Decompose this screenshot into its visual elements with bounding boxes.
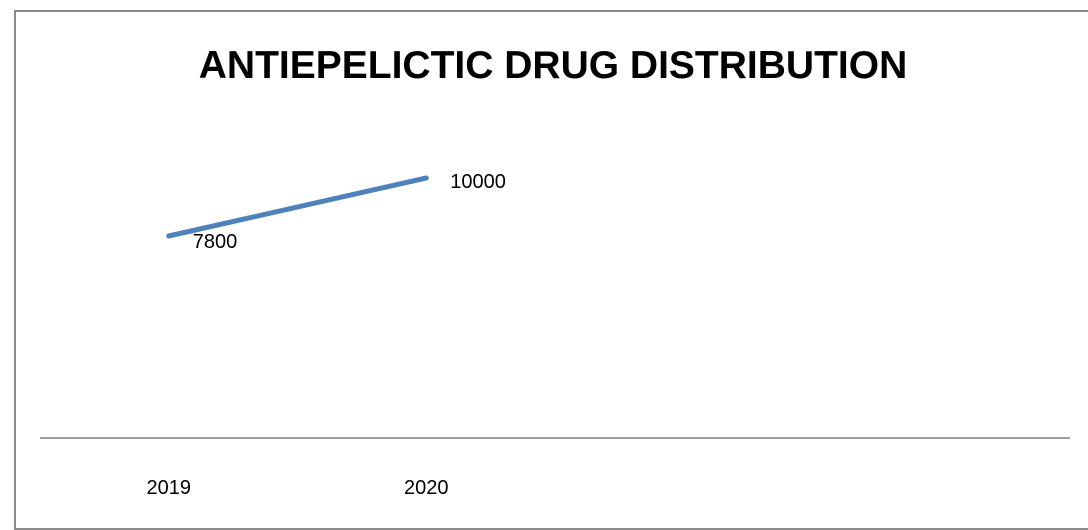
data-labels-group: 7800 10000 bbox=[193, 171, 506, 253]
chart-canvas: ANTIEPELICTIC DRUG DISTRIBUTION 7800 1000… bbox=[40, 44, 1070, 499]
chart-frame bbox=[14, 10, 1088, 530]
x-tick-label: 2019 bbox=[147, 477, 192, 499]
chart-title: ANTIEPELICTIC DRUG DISTRIBUTION bbox=[199, 44, 908, 87]
data-label: 7800 bbox=[193, 231, 238, 253]
x-tick-labels-group: 2019 2020 bbox=[147, 477, 449, 499]
series-line-0 bbox=[166, 175, 429, 239]
x-tick-label: 2020 bbox=[404, 477, 449, 499]
data-label: 10000 bbox=[450, 171, 506, 193]
series-group bbox=[166, 175, 429, 239]
